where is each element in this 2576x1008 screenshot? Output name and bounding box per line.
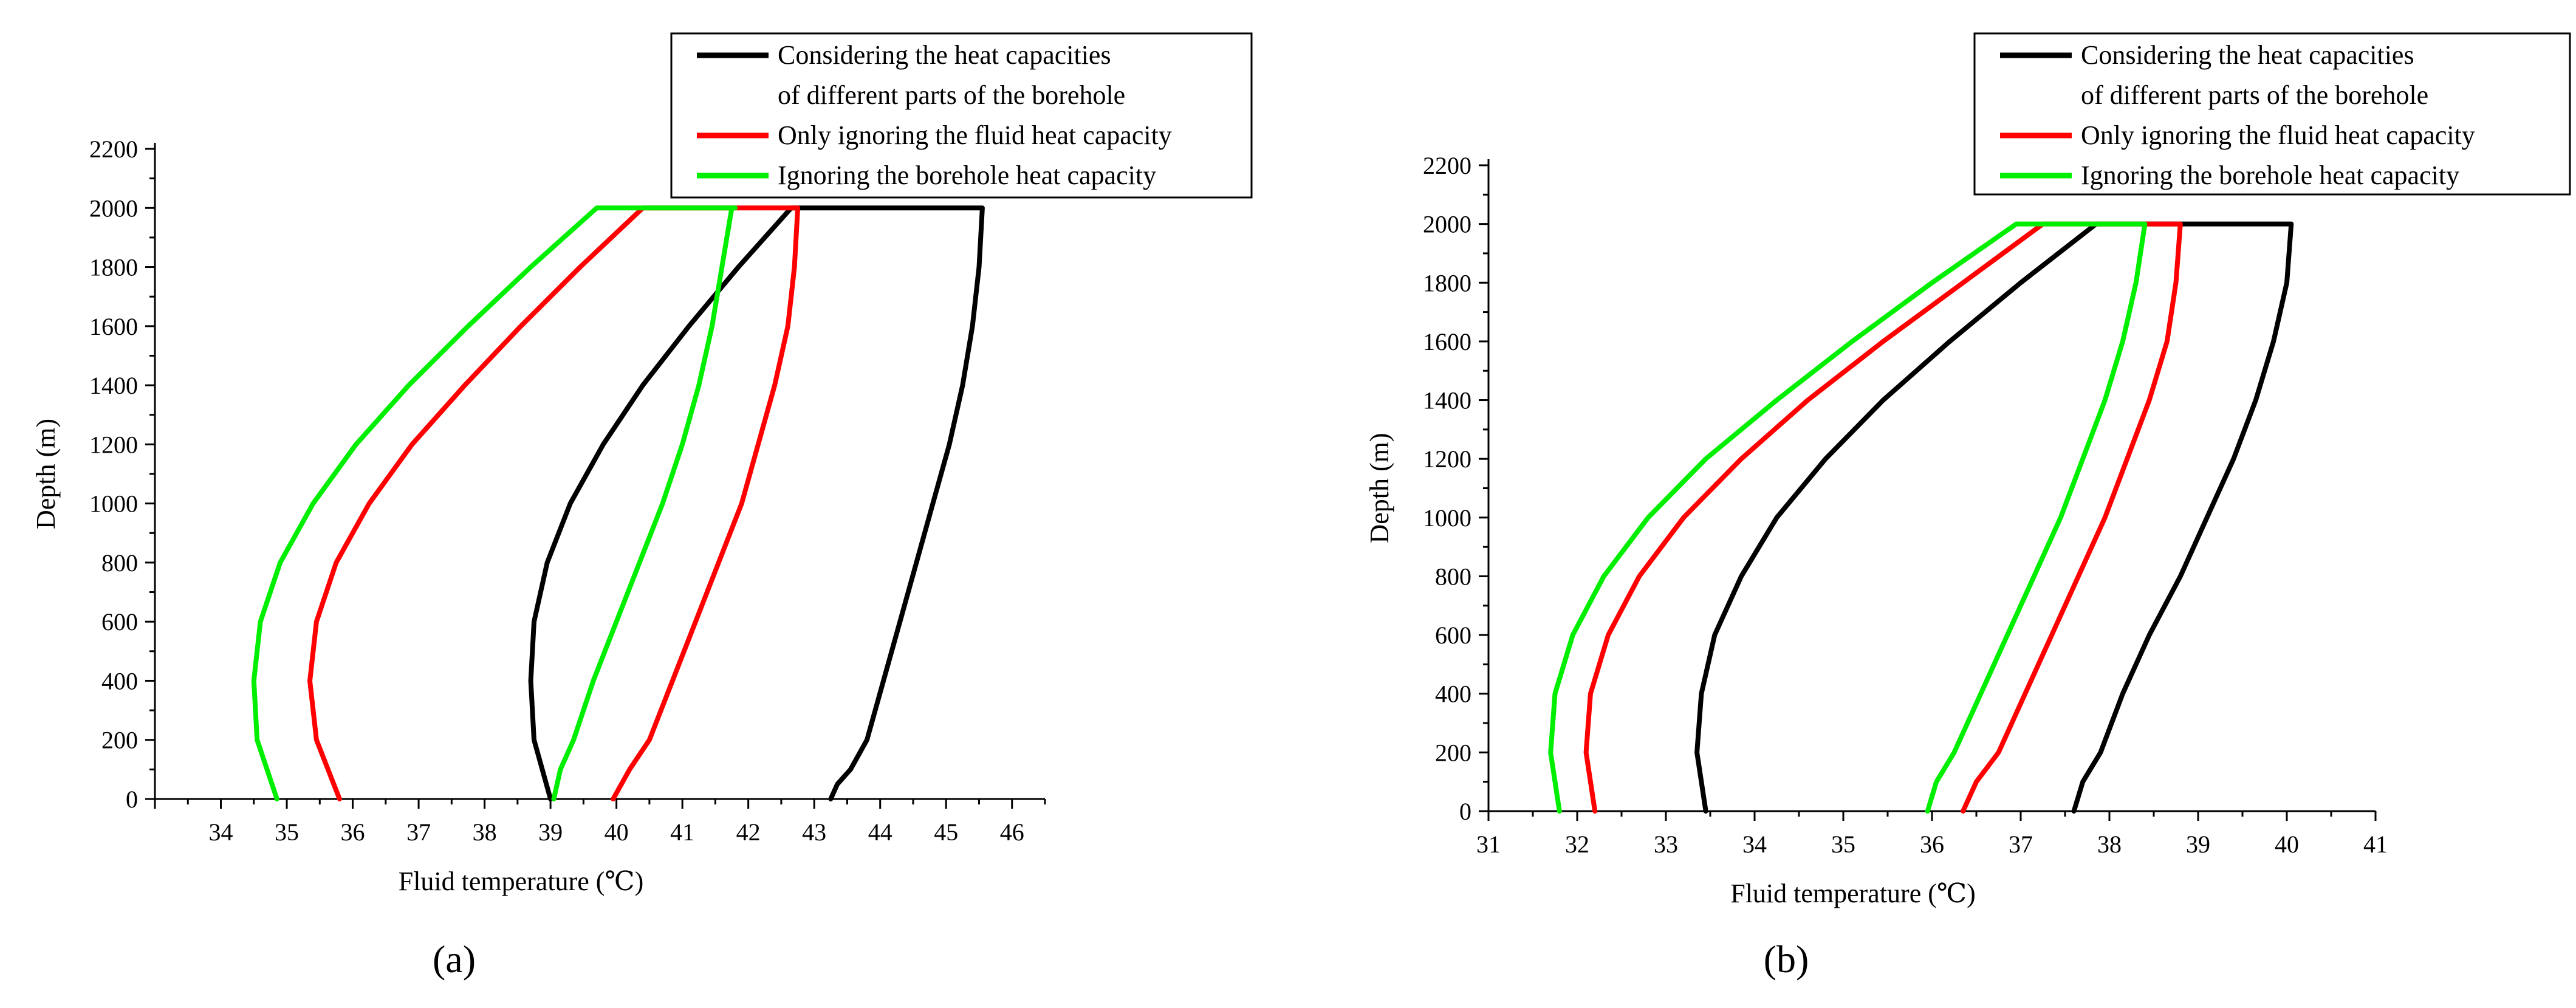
y-tick-label: 2200 xyxy=(1423,152,1471,179)
y-axis-title: Depth (m) xyxy=(31,419,61,529)
y-tick-label: 1000 xyxy=(1423,504,1471,532)
x-tick-label: 32 xyxy=(1565,831,1589,858)
x-tick-label: 43 xyxy=(802,818,826,846)
x-tick-label: 39 xyxy=(538,818,563,846)
x-tick-label: 40 xyxy=(2275,831,2299,858)
x-tick-label: 45 xyxy=(934,818,958,846)
legend-label: Ignoring the borehole heat capacity xyxy=(778,160,1156,190)
y-tick-label: 1400 xyxy=(89,372,138,399)
x-tick-label: 42 xyxy=(736,818,761,846)
y-tick-label: 0 xyxy=(126,786,138,813)
legend-label: Only ignoring the fluid heat capacity xyxy=(778,120,1172,150)
x-tick-label: 44 xyxy=(868,818,892,846)
legend-label: Considering the heat capacities xyxy=(778,40,1111,70)
x-tick-label: 39 xyxy=(2186,831,2210,858)
y-tick-label: 1800 xyxy=(1423,269,1471,297)
y-tick-label: 400 xyxy=(1435,681,1471,708)
panel-a-chart: 34 35 36 37 38 39 40 41 42 43 44 45 46 0 200 400 600 800 1… xyxy=(31,32,1253,981)
series-line-0 xyxy=(528,205,985,801)
legend-label: Only ignoring the fluid heat capacity xyxy=(2081,120,2475,150)
x-tick-label: 31 xyxy=(1476,831,1501,858)
x-tick-label: 35 xyxy=(1831,831,1855,858)
y-tick-label: 1000 xyxy=(89,490,138,518)
x-tick-label: 34 xyxy=(1742,831,1767,858)
y-tick-label: 2000 xyxy=(89,194,138,222)
legend-label: of different parts of the borehole xyxy=(778,80,1125,110)
legend-label: Ignoring the borehole heat capacity xyxy=(2081,160,2459,190)
x-axis-title: Fluid temperature (℃) xyxy=(1730,879,1976,908)
y-tick-label: 600 xyxy=(101,608,138,636)
y-tick-label: 800 xyxy=(101,549,138,577)
x-tick-label: 36 xyxy=(1920,831,1944,858)
x-tick-label: 46 xyxy=(1000,818,1024,846)
legend-box xyxy=(1973,32,2571,196)
legend-box xyxy=(670,32,1253,199)
x-tick-label: 37 xyxy=(406,818,431,846)
series-line-1 xyxy=(307,205,801,801)
x-tick-label: 41 xyxy=(670,818,694,846)
panel-b-chart: 31 32 33 34 35 36 37 38 39 40 41 0 200 400 600 800 1000 1… xyxy=(1365,32,2571,981)
series-line-2 xyxy=(251,205,738,801)
y-tick-label: 1200 xyxy=(1423,445,1471,473)
series-line-0 xyxy=(1694,221,2294,814)
x-tick-label: 40 xyxy=(605,818,629,846)
x-tick-label: 35 xyxy=(275,818,299,846)
y-tick-label: 1600 xyxy=(1423,328,1471,355)
y-tick-label: 200 xyxy=(1435,739,1471,766)
y-tick-label: 800 xyxy=(1435,563,1471,590)
x-tick-label: 37 xyxy=(2009,831,2033,858)
x-tick-label: 36 xyxy=(341,818,365,846)
y-tick-label: 1800 xyxy=(89,254,138,281)
panel-label: (a) xyxy=(433,938,476,981)
x-axis-title: Fluid temperature (℃) xyxy=(399,866,644,896)
series-line-1 xyxy=(1583,221,2183,814)
y-tick-label: 0 xyxy=(1459,798,1471,825)
y-tick-label: 1600 xyxy=(89,313,138,340)
y-tick-label: 600 xyxy=(1435,622,1471,649)
y-tick-label: 1400 xyxy=(1423,387,1471,414)
x-tick-label: 34 xyxy=(209,818,233,846)
series-line-2 xyxy=(1548,221,2148,814)
y-tick-label: 2200 xyxy=(89,135,138,163)
legend-label: of different parts of the borehole xyxy=(2081,80,2428,110)
y-tick-label: 2000 xyxy=(1423,211,1471,238)
x-tick-label: 33 xyxy=(1654,831,1678,858)
x-tick-label: 38 xyxy=(473,818,497,846)
x-tick-label: 41 xyxy=(2363,831,2388,858)
legend-label: Considering the heat capacities xyxy=(2081,40,2414,70)
y-axis-title: Depth (m) xyxy=(1365,433,1394,543)
y-tick-label: 1200 xyxy=(89,431,138,458)
y-tick-label: 400 xyxy=(101,667,138,694)
y-tick-label: 200 xyxy=(101,727,138,754)
x-tick-label: 38 xyxy=(2097,831,2122,858)
panel-label: (b) xyxy=(1764,938,1809,981)
